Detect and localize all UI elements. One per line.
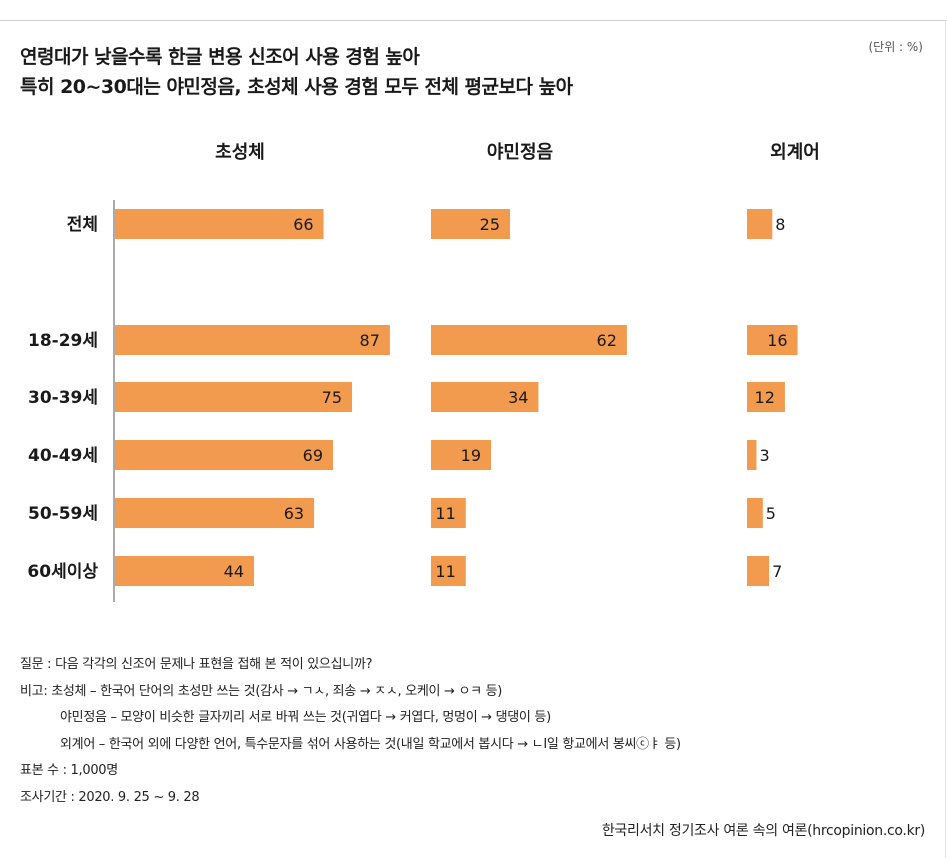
category-label: 40-49세 xyxy=(28,446,98,466)
data-label: 11 xyxy=(435,504,455,523)
data-label: 16 xyxy=(767,331,787,350)
bar xyxy=(115,440,334,470)
right-border xyxy=(945,20,946,858)
bar xyxy=(431,382,539,412)
data-label: 62 xyxy=(597,331,617,350)
bar xyxy=(431,440,492,470)
category-label: 50-59세 xyxy=(28,504,98,524)
data-label: 66 xyxy=(293,215,313,234)
data-label: 11 xyxy=(435,562,455,581)
chart-subtitle: 특히 20~30대는 야민정음, 초성체 사용 경험 모두 전체 평균보다 높아 xyxy=(20,76,573,98)
remark-alien: 외계어 – 한국어 외에 다양한 언어, 특수문자를 섞어 사용하는 것(내일 … xyxy=(60,736,681,752)
bar xyxy=(747,556,770,586)
survey-question: 질문 : 다음 각각의 신조어 문제나 표현을 접해 본 적이 있으십니까? xyxy=(20,657,373,672)
bar xyxy=(747,382,785,412)
bar xyxy=(747,440,757,470)
data-label: 25 xyxy=(480,215,500,234)
data-label: 3 xyxy=(759,446,769,465)
bar xyxy=(747,498,763,528)
category-label: 전체 xyxy=(67,215,98,235)
series-header-1: 초성체 xyxy=(215,142,265,163)
series-header-3: 외계어 xyxy=(770,142,820,163)
data-label: 19 xyxy=(461,446,481,465)
sample-size: 표본 수 : 1,000명 xyxy=(20,763,118,778)
data-label: 75 xyxy=(322,388,342,407)
survey-period: 조사기간 : 2020. 9. 25 ~ 9. 28 xyxy=(20,789,200,805)
data-label: 12 xyxy=(755,388,775,407)
data-label: 8 xyxy=(775,215,785,234)
data-label: 63 xyxy=(284,504,304,523)
category-label: 60세이상 xyxy=(27,562,98,582)
data-label: 34 xyxy=(508,388,528,407)
data-label: 7 xyxy=(772,562,782,581)
bar xyxy=(747,325,798,355)
bar xyxy=(747,209,773,239)
bar xyxy=(431,498,466,528)
bar xyxy=(431,325,627,355)
series-header-2: 야민정음 xyxy=(487,142,553,163)
data-label: 69 xyxy=(303,446,323,465)
data-label: 5 xyxy=(766,504,776,523)
data-label: 44 xyxy=(224,562,244,581)
chart-title: 연령대가 낮을수록 한글 변용 신조어 사용 경험 높아 xyxy=(20,46,420,68)
source-credit: 한국리서치 정기조사 여론 속의 여론(hrcopinion.co.kr) xyxy=(601,823,925,839)
bar xyxy=(115,498,315,528)
data-label: 87 xyxy=(360,331,380,350)
unit-label: (단위 : %) xyxy=(868,40,923,54)
bar xyxy=(431,209,510,239)
remark-chosung: 비고: 초성체 – 한국어 단어의 초성만 쓰는 것(감사 → ㄱㅅ, 죄송 →… xyxy=(20,683,503,699)
chart-notes: 질문 : 다음 각각의 신조어 문제나 표현을 접해 본 적이 있으십니까? 비… xyxy=(20,652,681,811)
bar xyxy=(115,382,352,412)
bar xyxy=(115,209,324,239)
top-border xyxy=(0,20,947,21)
remark-yamin: 야민정음 – 모양이 비슷한 글자끼리 서로 바꿔 쓰는 것(귀엽다 → 커엽다… xyxy=(60,710,551,725)
category-label: 18-29세 xyxy=(28,331,98,351)
bar xyxy=(115,325,390,355)
bar xyxy=(431,556,466,586)
bar xyxy=(115,556,255,586)
category-label: 30-39세 xyxy=(28,388,98,408)
